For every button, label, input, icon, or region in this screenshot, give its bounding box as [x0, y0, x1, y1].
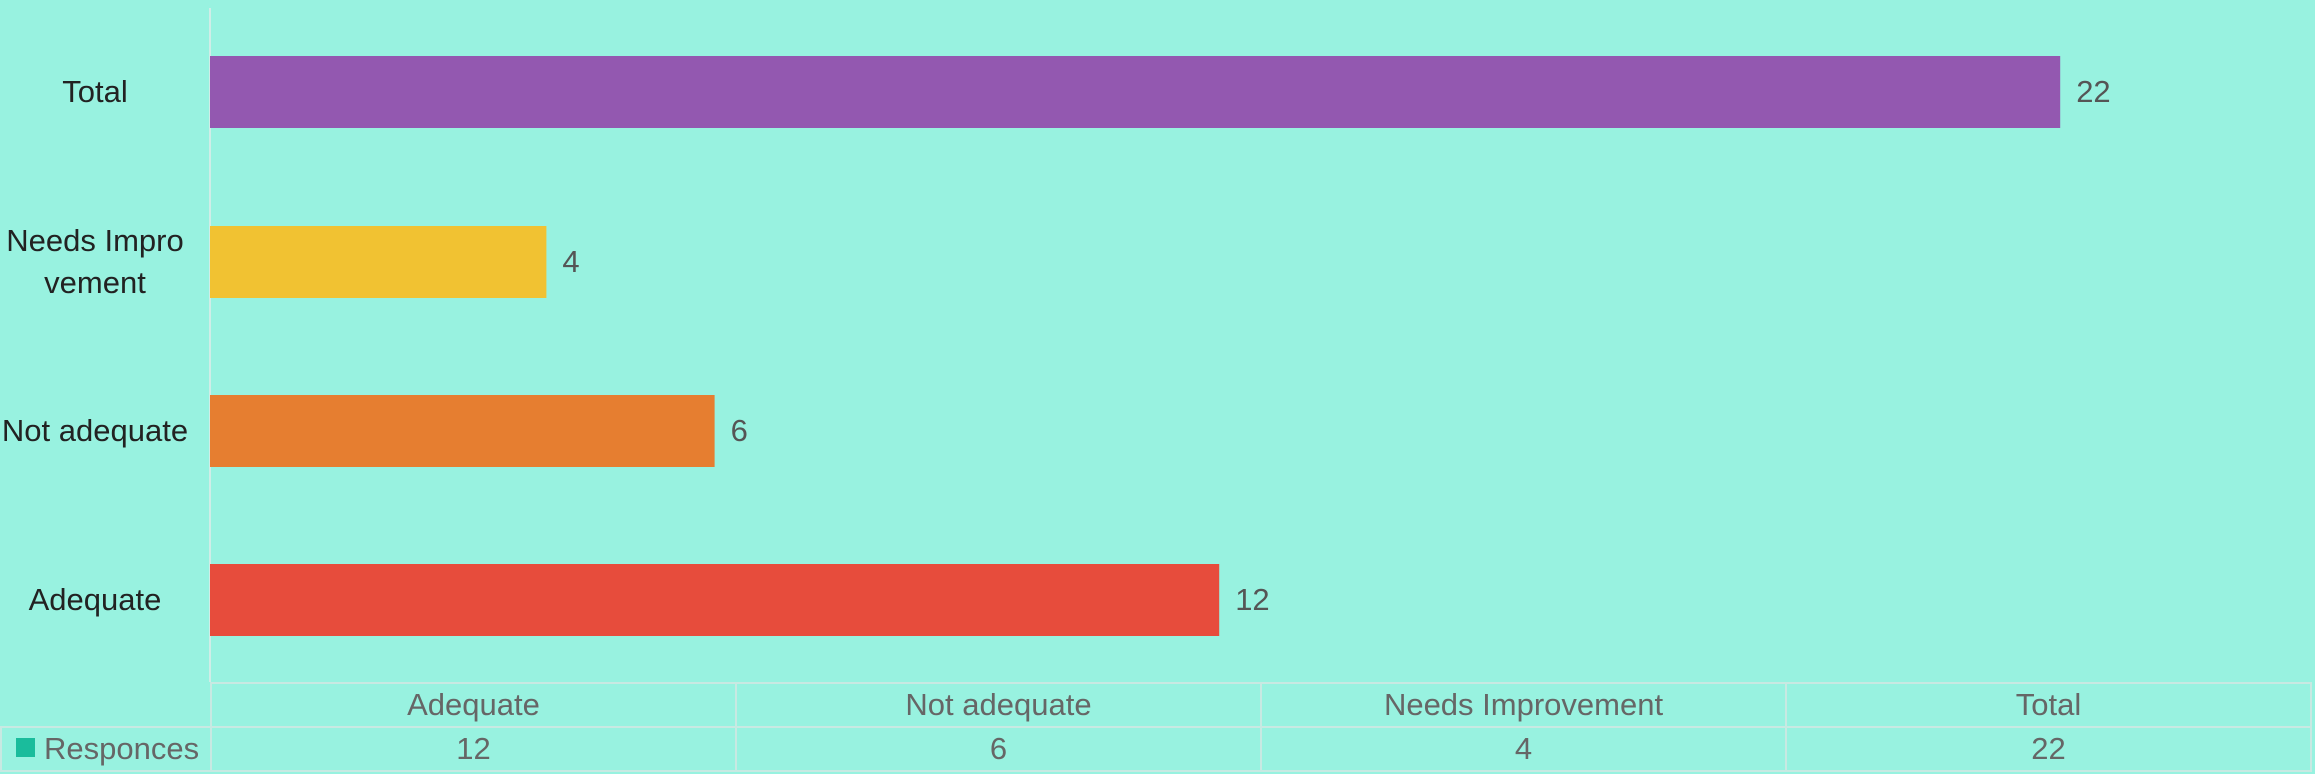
legend-key-icon: [16, 738, 35, 758]
data-table-cell: 6: [735, 726, 1262, 772]
data-table-header: Not adequate: [735, 682, 1262, 728]
data-table-cell: 4: [1260, 726, 1787, 772]
data-table-row: Responces 12 6 4 22: [0, 726, 2312, 772]
bar: [210, 56, 2061, 128]
chart-plot-area: [209, 8, 2061, 682]
bar: [210, 564, 1220, 636]
category-label: Not adequate: [1, 413, 189, 448]
bar: [210, 226, 547, 298]
data-table-cell: 12: [210, 726, 737, 772]
category-label: Adequate: [28, 582, 162, 617]
data-table-corner: [1, 683, 212, 728]
data-table-header-row: Adequate Not adequate Needs Improvement …: [1, 682, 2312, 728]
category-label: Total: [62, 74, 128, 109]
legend-label: Responces: [44, 731, 200, 766]
data-table-header: Total: [1785, 682, 2312, 728]
data-table-header: Needs Improvement: [1260, 682, 1787, 728]
data-label: 4: [562, 244, 580, 279]
data-label: 22: [2076, 74, 2111, 109]
data-label: 6: [730, 413, 748, 448]
data-label: 12: [1235, 582, 1270, 617]
legend-entry: Responces: [0, 726, 212, 772]
category-label: Needs Improvement: [6, 223, 184, 300]
data-table-header: Adequate: [210, 682, 737, 728]
bar: [210, 395, 715, 467]
data-table: Adequate Not adequate Needs Improvement …: [0, 682, 2312, 772]
data-table-cell: 22: [1785, 726, 2312, 772]
